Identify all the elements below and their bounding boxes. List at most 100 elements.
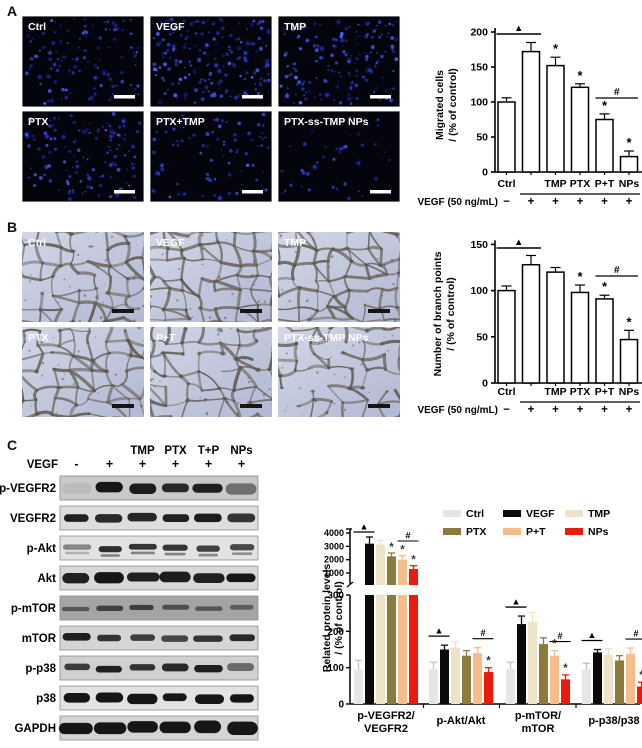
image-label: PTX+TMP [156, 116, 205, 128]
image-label: Ctrl [28, 237, 46, 249]
x-category-labels: p-VEGFR2/VEGFR2 p-Akt/Akt p-mTOR/mTOR p-p38… [357, 710, 639, 735]
svg-text:mTOR: mTOR [22, 633, 57, 645]
y-axis-label: Number of branch points / (% of control) [432, 251, 457, 376]
svg-text:/ (% of control): / (% of control) [447, 68, 459, 142]
svg-text:+: + [205, 457, 212, 471]
scale-bar [368, 404, 390, 408]
svg-text:#: # [557, 631, 562, 641]
scale-bar [112, 404, 134, 408]
axes: 0 50 100 150 [470, 239, 642, 390]
image-label: PTX [28, 332, 48, 344]
treatment-row: VEGF (50 ng/mL) − + + + + + [417, 401, 640, 416]
svg-text:200: 200 [327, 627, 344, 638]
treatment-row: VEGF (50 ng/mL) − + + + + + [417, 193, 640, 208]
image-label: PTX [28, 116, 48, 128]
svg-text:Ctrl: Ctrl [497, 386, 515, 398]
svg-text:#: # [480, 628, 485, 638]
panel-c-protein-chart: Ctrl VEGF TMP PTX P+T NPs 4000 3000 2000 1000 0 100… [322, 508, 642, 735]
svg-text:150: 150 [470, 62, 488, 74]
svg-text:*: * [389, 542, 394, 554]
svg-text:TMP: TMP [588, 508, 610, 520]
svg-text:+: + [528, 404, 535, 416]
image-label: VEGF [156, 237, 185, 249]
svg-text:NPs: NPs [619, 178, 640, 190]
svg-text:+: + [601, 404, 608, 416]
svg-text:p-Akt: p-Akt [27, 543, 57, 555]
svg-text:VEGF: VEGF [27, 459, 58, 471]
svg-text:▲: ▲ [435, 626, 444, 636]
svg-text:VEGF: VEGF [526, 508, 555, 520]
svg-text:+: + [238, 457, 245, 471]
svg-text:Migrated cells: Migrated cells [434, 70, 446, 140]
svg-text:*: * [553, 41, 559, 56]
tube-formation-image-ptx: PTX [22, 327, 144, 417]
svg-text:+: + [528, 196, 535, 208]
svg-text:TMP: TMP [544, 386, 566, 398]
svg-text:*: * [577, 269, 583, 284]
svg-text:▲: ▲ [588, 630, 597, 640]
significance-bridges: ▲ ▲ ▲ ▲ # # # # [353, 522, 642, 643]
svg-text:100: 100 [470, 97, 488, 109]
svg-text:*: * [602, 279, 608, 294]
bars: * * * [497, 254, 639, 384]
svg-text:200: 200 [470, 27, 488, 39]
svg-text:p-Akt/Akt: p-Akt/Akt [437, 715, 486, 727]
svg-text:PTX: PTX [466, 526, 486, 538]
svg-text:+: + [139, 457, 146, 471]
scale-bar [242, 95, 263, 99]
svg-text:+: + [626, 196, 633, 208]
svg-text:▲: ▲ [514, 237, 523, 248]
image-label: PTX-ss-TMP NPs [284, 116, 369, 128]
image-label: TMP [284, 21, 306, 33]
svg-text:/ (% of control): / (% of control) [333, 581, 345, 655]
svg-text:1000: 1000 [324, 568, 344, 578]
panel-c-western-blots: TMP PTX T+P NPs VEGF - + + + + + p-VEGFR2 VEGFR2 p-Ak… [0, 445, 259, 741]
svg-text:p-VEGFR2/: p-VEGFR2/ [357, 710, 414, 722]
svg-text:TMP: TMP [130, 445, 155, 457]
svg-text:GAPDH: GAPDH [14, 723, 56, 735]
svg-text:0: 0 [482, 378, 488, 390]
svg-text:+: + [626, 404, 633, 416]
svg-text:+: + [601, 196, 608, 208]
x-tick-labels: Ctrl TMP PTX P+T NPs [497, 383, 639, 398]
svg-text:TMP: TMP [544, 178, 566, 190]
svg-text:P+T: P+T [526, 526, 546, 538]
scale-bar [114, 95, 135, 99]
tube-formation-image-ptx-ss-tmp-nps: PTX-ss-TMP NPs [278, 327, 400, 417]
x-tick-labels: Ctrl TMP PTX P+T NPs [497, 172, 639, 190]
blot-row-p-mtor: p-mTOR [11, 595, 259, 621]
blot-row-p-vegfr2: p-VEGFR2 [0, 475, 259, 501]
svg-text:P+T: P+T [595, 386, 615, 398]
svg-text:+: + [552, 404, 559, 416]
bars: * * * * [497, 41, 639, 173]
svg-text:p-mTOR: p-mTOR [11, 603, 57, 615]
svg-text:NPs: NPs [230, 445, 252, 457]
tube-formation-image-vegf: VEGF [150, 232, 272, 322]
svg-text:2000: 2000 [324, 555, 344, 565]
svg-text:100: 100 [470, 285, 488, 297]
blot-row-akt: Akt [37, 565, 259, 591]
svg-text:+: + [172, 457, 179, 471]
scale-bar [240, 404, 262, 408]
scale-bar [112, 309, 134, 313]
significance-bridges: ▲# [496, 23, 638, 99]
image-label: PTX-ss-TMP NPs [284, 332, 369, 344]
svg-text:50: 50 [476, 132, 488, 144]
scale-bar [368, 309, 390, 313]
svg-text:/ (% of control): / (% of control) [445, 277, 457, 351]
bars [354, 536, 642, 704]
svg-text:*: * [400, 545, 405, 557]
blot-row-p-p38: p-p38 [25, 655, 259, 681]
svg-text:300: 300 [327, 591, 344, 602]
image-label: Ctrl [28, 21, 46, 33]
fluorescence-image-tmp: TMP [278, 16, 400, 107]
svg-text:▲: ▲ [514, 23, 523, 34]
fluorescence-image-ctrl: Ctrl [22, 16, 144, 107]
scale-bar [370, 190, 391, 194]
svg-text:0: 0 [482, 167, 488, 179]
svg-text:*: * [411, 555, 416, 567]
svg-text:3000: 3000 [324, 541, 344, 551]
svg-text:*: * [486, 656, 491, 668]
svg-text:Related protein levels: Related protein levels [322, 564, 333, 673]
